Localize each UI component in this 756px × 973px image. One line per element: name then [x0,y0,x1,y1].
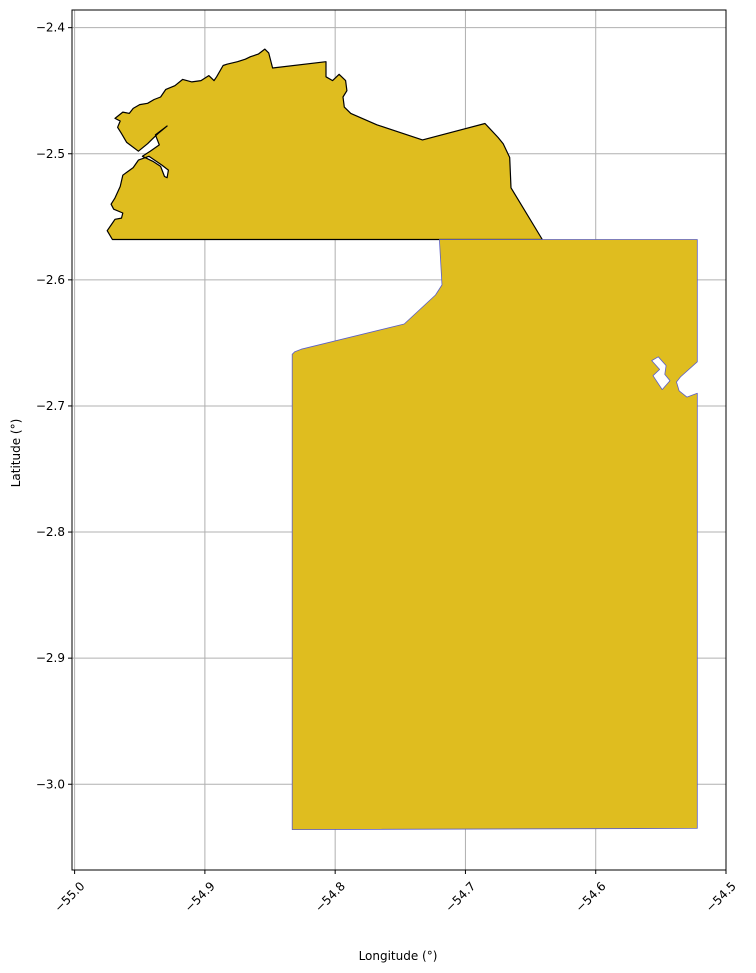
y-tick-label: −2.6 [36,273,65,287]
y-tick-label: −2.9 [36,651,65,665]
plot-frame [71,9,727,871]
map-regions [106,48,698,830]
x-tick-label: −54.6 [573,879,609,915]
y-tick-label: −3.0 [36,777,65,791]
x-tick-label: −54.7 [442,879,478,915]
x-axis-label: Longitude (°) [359,949,438,963]
x-tick-label: −54.5 [703,879,739,915]
southern-region-polygon [291,239,698,830]
y-tick-label: −2.5 [36,147,65,161]
y-tick-label: −2.8 [36,525,65,539]
x-tick-label: −55.0 [52,879,88,915]
y-tick-label: −2.4 [36,21,65,35]
x-tick-label: −54.8 [312,879,348,915]
northern-region-polygon [106,48,543,241]
y-tick-label: −2.7 [36,399,65,413]
y-axis-label: Latitude (°) [9,419,23,488]
x-tick-label: −54.9 [182,879,218,915]
